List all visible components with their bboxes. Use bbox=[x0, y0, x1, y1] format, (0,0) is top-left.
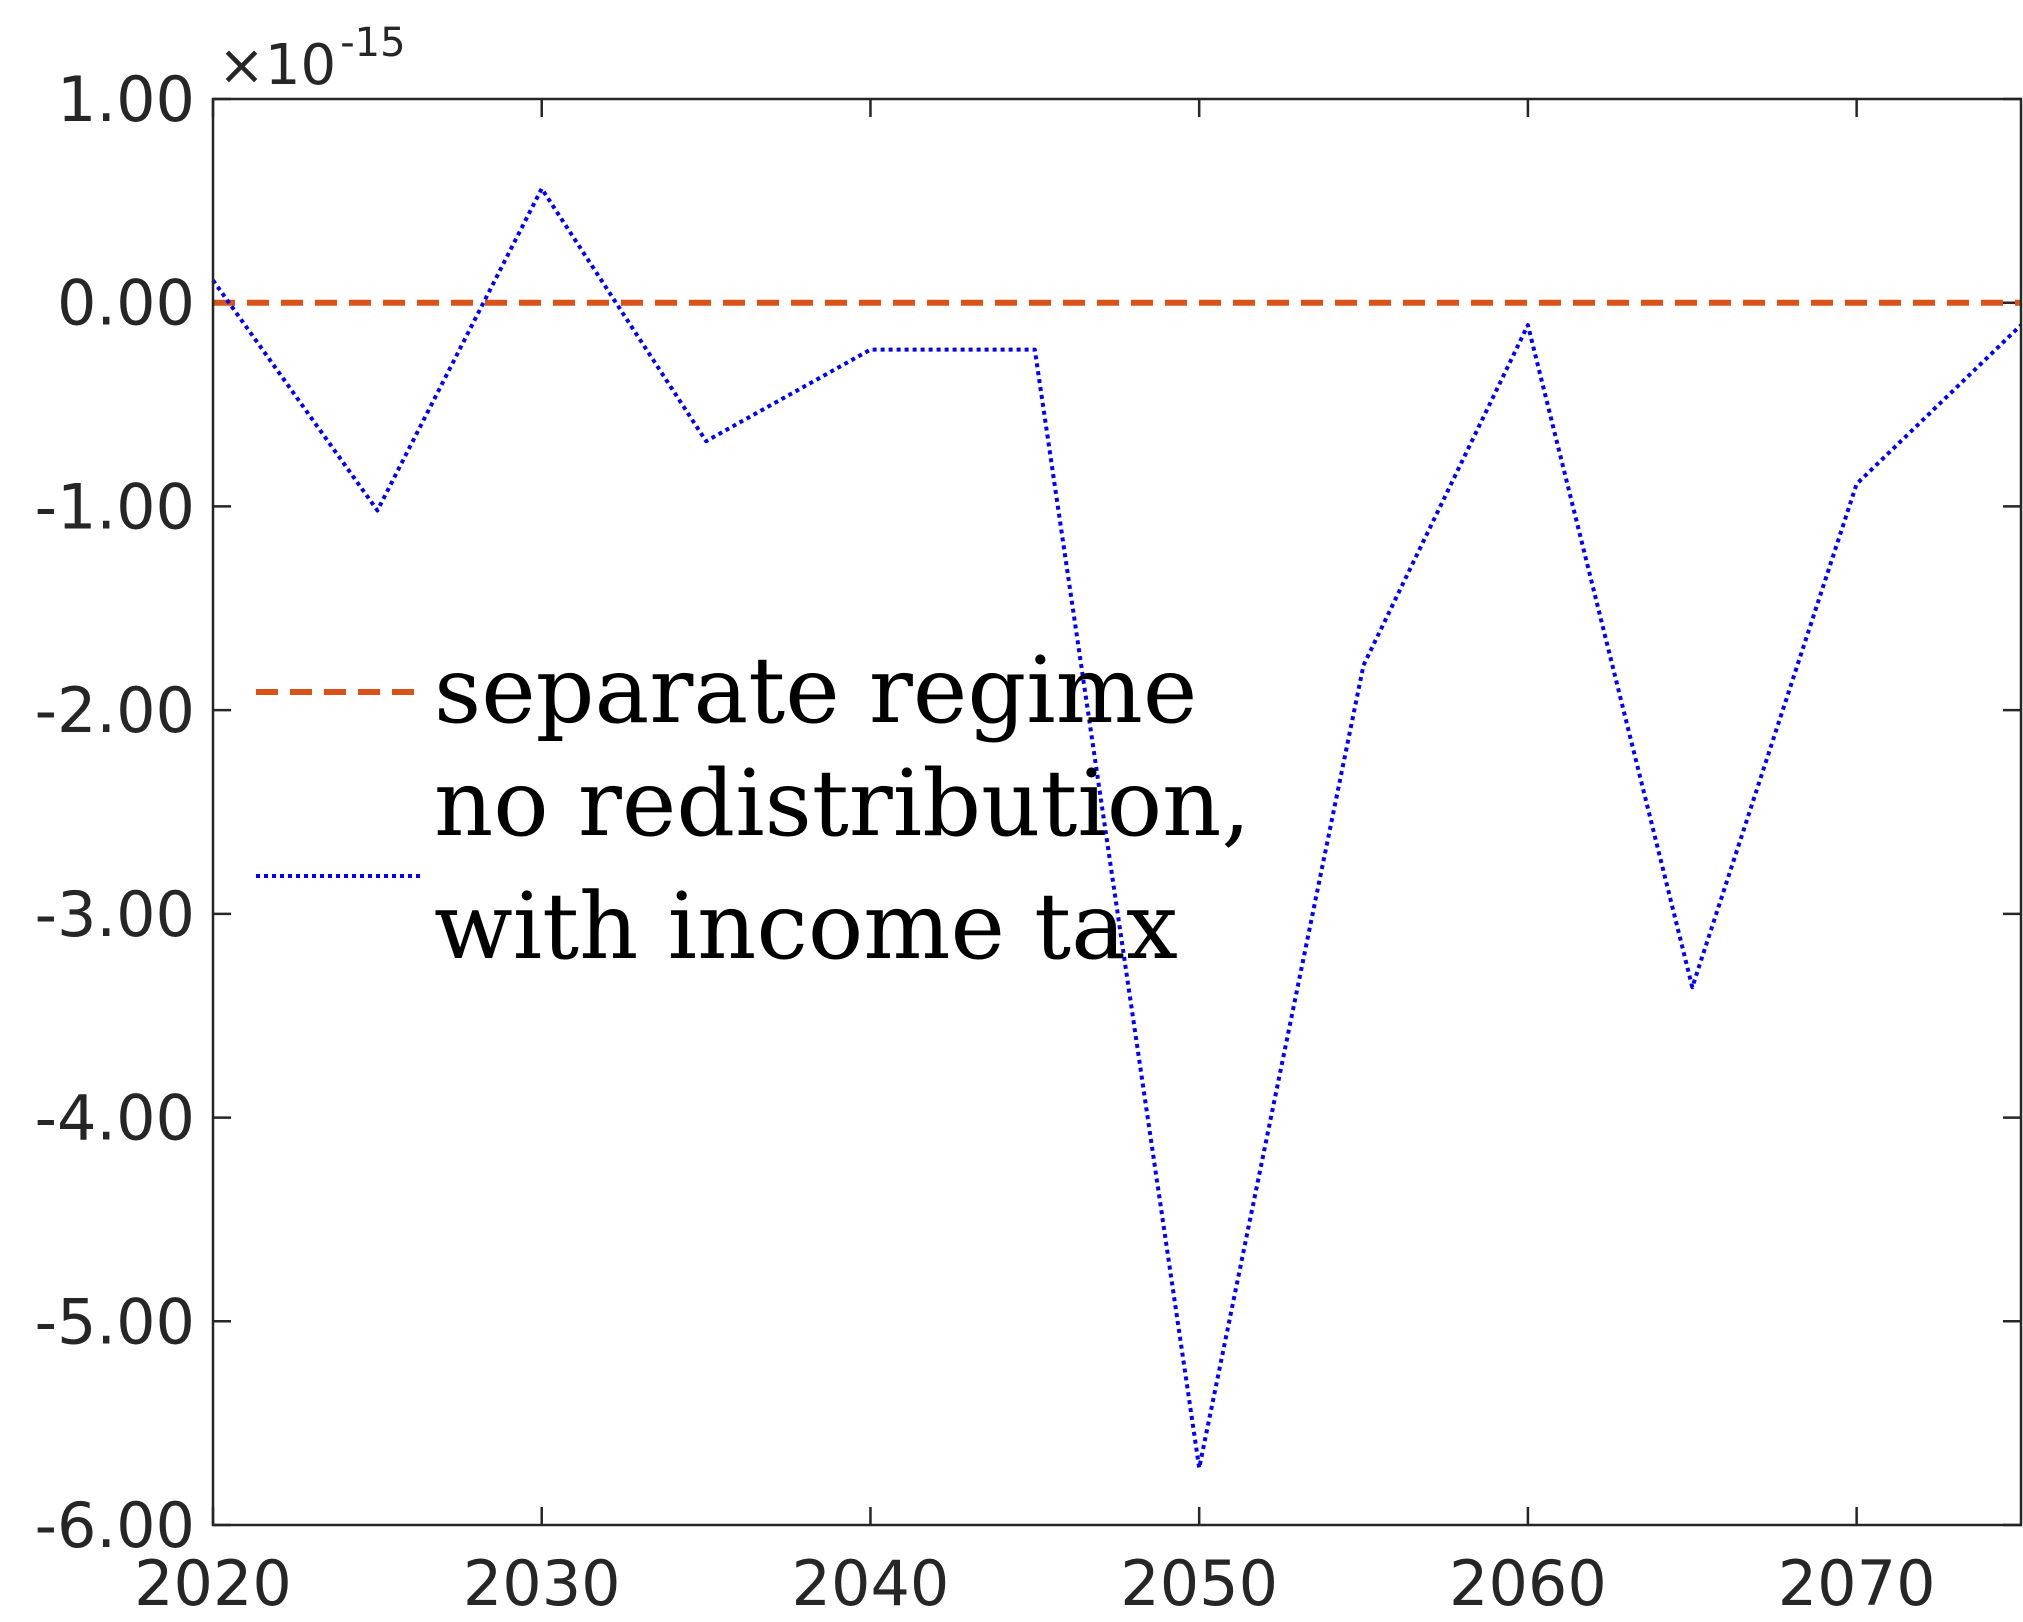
x-tick-label: 2070 bbox=[1778, 1547, 1936, 1620]
x-tick-label: 2060 bbox=[1449, 1547, 1607, 1620]
y-multiplier-base: ×10 bbox=[218, 33, 336, 98]
y-axis-tick-labels: 1.00 0.00 -1.00 -2.00 -3.00 -4.00 -5.00 -6.00 bbox=[35, 63, 195, 1562]
legend-label-no-redistribution-line1: no redistribution, bbox=[434, 750, 1251, 857]
y-tick-label: -3.00 bbox=[35, 878, 195, 951]
y-multiplier-exponent: -15 bbox=[340, 20, 405, 66]
legend: separate regime no redistribution, with … bbox=[256, 637, 1251, 980]
series-layer bbox=[211, 186, 2023, 1470]
series-line-no-redistribution bbox=[211, 186, 2023, 1470]
y-tick-label: -5.00 bbox=[35, 1285, 195, 1358]
y-axis-multiplier: ×10 -15 bbox=[218, 20, 406, 98]
x-tick-label: 2050 bbox=[1120, 1547, 1278, 1620]
y-tick-label: -2.00 bbox=[35, 674, 195, 747]
legend-label-no-redistribution-line2: with income tax bbox=[434, 873, 1178, 980]
y-tick-label: -4.00 bbox=[35, 1082, 195, 1155]
x-tick-label: 2030 bbox=[463, 1547, 621, 1620]
y-tick-label: -6.00 bbox=[35, 1489, 195, 1562]
x-tick-label: 2020 bbox=[134, 1547, 292, 1620]
y-tick-label: 1.00 bbox=[57, 63, 195, 136]
y-tick-label: -1.00 bbox=[35, 470, 195, 543]
plot-background bbox=[213, 99, 2021, 1525]
x-axis-tick-labels: 2020 2030 2040 2050 2060 2070 bbox=[134, 1547, 1935, 1620]
x-tick-label: 2040 bbox=[792, 1547, 950, 1620]
legend-label-separate-regime: separate regime bbox=[434, 637, 1197, 744]
plot-frame bbox=[211, 97, 2023, 1527]
y-tick-label: 0.00 bbox=[57, 267, 195, 340]
